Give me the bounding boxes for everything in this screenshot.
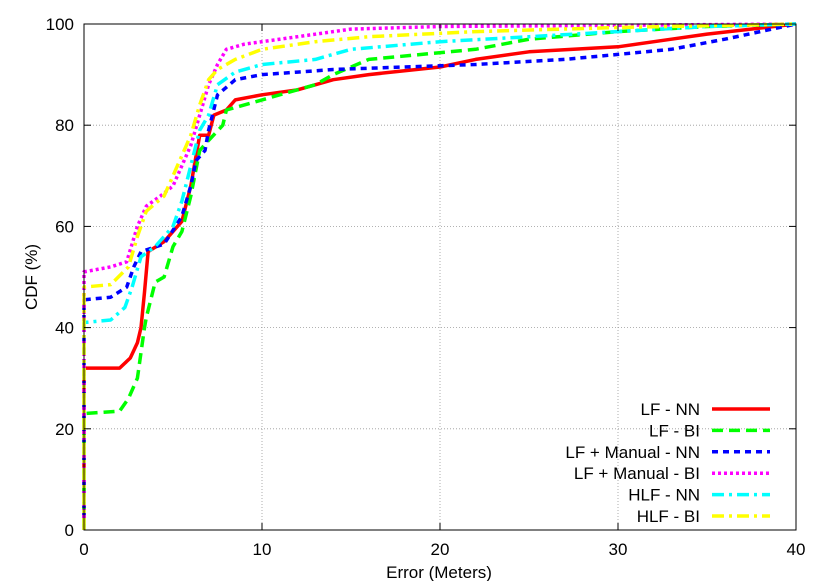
- series-lines: [82, 22, 797, 530]
- legend-label: HLF - BI: [637, 507, 700, 526]
- legend-label: LF - NN: [641, 400, 701, 419]
- legend-item: LF - NN: [641, 400, 770, 419]
- legend-label: HLF - NN: [628, 486, 700, 505]
- x-tick-label: 0: [79, 540, 88, 559]
- legend: LF - NN LF - BI LF + Manual - NN LF + Manua…: [565, 400, 770, 526]
- legend-item: HLF - BI: [637, 507, 770, 526]
- series-line-0: [82, 22, 797, 530]
- legend-label: LF + Manual - BI: [574, 464, 700, 483]
- legend-item: HLF - NN: [628, 486, 770, 505]
- y-tick-label: 40: [55, 319, 74, 338]
- axis-ticks: 0 20 40 60 80 100 0 10 20 30 40: [46, 15, 806, 559]
- legend-label: LF + Manual - NN: [565, 443, 700, 462]
- gridlines: [84, 24, 796, 530]
- series-line-3: [82, 22, 797, 530]
- y-axis-title: CDF (%): [22, 244, 41, 310]
- y-tick-label: 60: [55, 217, 74, 236]
- x-tick-label: 30: [609, 540, 628, 559]
- series-line-2: [82, 22, 797, 530]
- x-tick-label: 20: [431, 540, 450, 559]
- legend-item: LF - BI: [649, 421, 770, 440]
- y-tick-label: 100: [46, 15, 74, 34]
- legend-item: LF + Manual - NN: [565, 443, 770, 462]
- x-tick-label: 40: [787, 540, 806, 559]
- legend-item: LF + Manual - BI: [574, 464, 770, 483]
- series-line-4: [82, 22, 797, 530]
- x-tick-label: 10: [253, 540, 272, 559]
- x-axis-title: Error (Meters): [386, 563, 492, 581]
- y-tick-label: 80: [55, 116, 74, 135]
- series-line-1: [82, 22, 797, 530]
- y-tick-label: 0: [65, 521, 74, 540]
- y-tick-label: 20: [55, 420, 74, 439]
- series-line-5: [82, 22, 797, 530]
- legend-label: LF - BI: [649, 421, 700, 440]
